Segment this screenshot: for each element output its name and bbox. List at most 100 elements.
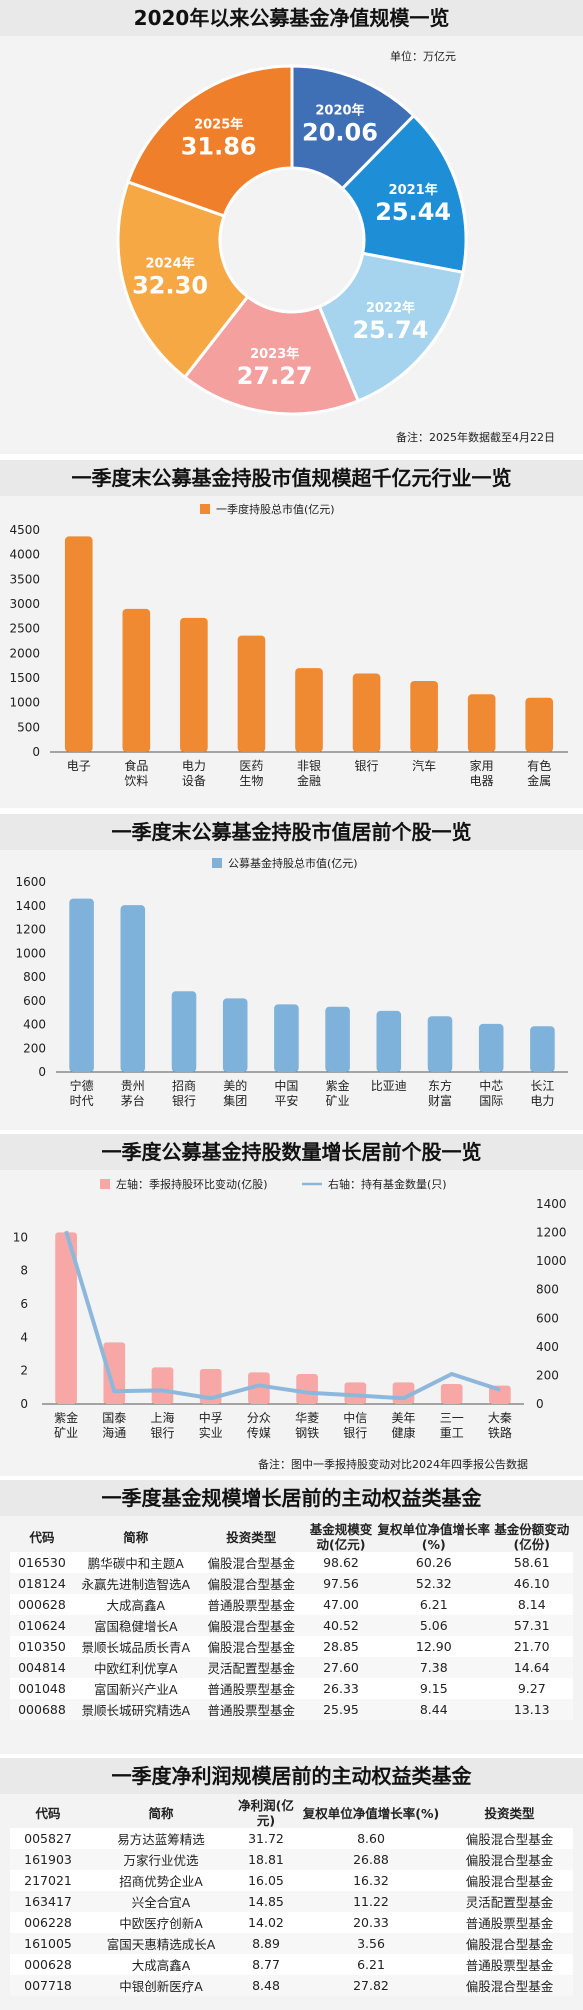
table-row: 006228 中欧医疗创新A 14.02 20.33 普通股票型基金 — [10, 1912, 573, 1933]
y-tick-label: 8 — [20, 1264, 28, 1278]
table-cell: 27.60 — [304, 1657, 378, 1678]
table-row: 217021 招商优势企业A 16.05 16.32 偏股混合型基金 — [10, 1870, 573, 1891]
table-row: 010350 景顺长城品质长青A 偏股混合型基金 28.85 12.90 21.70 — [10, 1636, 573, 1657]
table-cell: 中欧红利优享A — [73, 1657, 198, 1678]
table-cell: 52.32 — [377, 1573, 491, 1594]
x-tick-label: 上海 — [150, 1410, 174, 1425]
bar — [274, 1004, 299, 1072]
stock-title: 一季度末公募基金持股市值居前个股一览 — [0, 814, 583, 850]
slice-value: 27.27 — [237, 362, 313, 390]
bar — [410, 680, 438, 752]
table-cell: 005827 — [10, 1828, 86, 1849]
table-cell: 8.14 — [490, 1594, 573, 1615]
table-cell: 大成高鑫A — [73, 1594, 198, 1615]
table-cell: 富国新兴产业A — [73, 1678, 198, 1699]
table-cell: 偏股混合型基金 — [197, 1615, 305, 1636]
x-tick-label: 中国 — [274, 1078, 298, 1093]
table-cell: 14.64 — [490, 1657, 573, 1678]
x-tick-label: 国际 — [479, 1094, 503, 1108]
table-cell: 偏股混合型基金 — [446, 1933, 573, 1954]
x-tick-label: 矿业 — [54, 1426, 78, 1440]
legend-label: 左轴：季报持股环比变动(亿股) — [116, 1177, 268, 1191]
x-tick-label: 海通 — [102, 1425, 126, 1440]
x-tick-label: 美的 — [223, 1078, 247, 1093]
y2-tick-label: 0 — [536, 1397, 544, 1411]
legend-swatch — [100, 1179, 110, 1189]
bar — [248, 1372, 270, 1404]
profit-table-title: 一季度净利润规模居前的主动权益类基金 — [0, 1758, 583, 1794]
bar — [64, 536, 93, 752]
table-cell: 鹏华碳中和主题A — [73, 1552, 198, 1573]
slice-value: 31.86 — [181, 132, 257, 160]
table-cell: 001048 — [10, 1678, 74, 1699]
scale-table-panel: 代码 简称 投资类型 基金规模变动(亿元) 复权单位净值增长率(%) 基金份额变… — [0, 1516, 583, 1754]
bar — [376, 1010, 402, 1072]
y2-tick-label: 200 — [536, 1368, 559, 1382]
table-cell: 8.60 — [296, 1828, 446, 1849]
bar — [122, 608, 151, 752]
table-cell: 偏股混合型基金 — [446, 1870, 573, 1891]
table-cell: 万家行业优选 — [86, 1849, 236, 1870]
x-tick-label: 平安 — [274, 1093, 298, 1108]
table-cell: 8.77 — [236, 1954, 296, 1975]
table-cell: 富国天惠精选成长A — [86, 1933, 236, 1954]
table-cell: 010350 — [10, 1636, 74, 1657]
table-cell: 016530 — [10, 1552, 74, 1573]
table-cell: 006228 — [10, 1912, 86, 1933]
table-cell: 8.48 — [236, 1975, 296, 1996]
slice-category: 2020年 — [315, 102, 364, 118]
legend-label: 一季度持股总市值(亿元) — [216, 502, 335, 516]
donut-slice — [317, 251, 465, 403]
bar — [295, 668, 323, 752]
table-cell: 98.62 — [304, 1552, 378, 1573]
table-cell: 161903 — [10, 1849, 86, 1870]
x-tick-label: 铁路 — [488, 1425, 512, 1440]
table-cell: 偏股混合型基金 — [446, 1849, 573, 1870]
x-tick-label: 健康 — [391, 1425, 415, 1440]
table-cell: 普通股票型基金 — [446, 1954, 573, 1975]
table-cell: 12.90 — [377, 1636, 491, 1657]
y2-tick-label: 1000 — [536, 1254, 567, 1268]
x-tick-label: 紫金 — [54, 1410, 78, 1425]
legend-swatch — [212, 858, 222, 868]
table-cell: 5.06 — [377, 1615, 491, 1636]
y-tick-label: 600 — [23, 994, 46, 1008]
x-tick-label: 华菱 — [295, 1411, 319, 1425]
table-cell: 97.56 — [304, 1573, 378, 1594]
y-tick-label: 200 — [23, 1041, 46, 1055]
x-tick-label: 东方 — [428, 1078, 452, 1093]
bar — [530, 1026, 555, 1072]
scale-table-title: 一季度基金规模增长居前的主动权益类基金 — [0, 1480, 583, 1516]
donut-note: 备注：2025年数据截至4月22日 — [396, 431, 555, 444]
bar — [325, 1006, 350, 1072]
table-cell: 018124 — [10, 1573, 74, 1594]
donut-slice — [340, 113, 468, 275]
x-tick-label: 分众 — [247, 1411, 271, 1425]
y2-tick-label: 800 — [536, 1283, 559, 1297]
col-header: 基金规模变动(亿元) — [309, 1522, 373, 1552]
x-tick-label: 宁德 — [70, 1078, 94, 1093]
table-cell: 招商优势企业A — [86, 1870, 236, 1891]
table-cell: 6.21 — [296, 1954, 446, 1975]
bar — [427, 1016, 453, 1072]
table-cell: 60.26 — [377, 1552, 491, 1573]
y-tick-label: 1200 — [15, 923, 46, 937]
donut-title: 2020年以来公募基金净值规模一览 — [0, 0, 583, 36]
bar — [180, 617, 208, 752]
col-header: 简称 — [148, 1805, 174, 1821]
x-tick-label: 茅台 — [121, 1093, 145, 1108]
y-tick-label: 0 — [32, 745, 40, 759]
table-cell: 灵活配置型基金 — [446, 1891, 573, 1912]
table-row: 161903 万家行业优选 18.81 26.88 偏股混合型基金 — [10, 1849, 573, 1870]
x-tick-label: 集团 — [223, 1093, 247, 1108]
y-tick-label: 500 — [17, 720, 40, 734]
y-tick-label: 1000 — [9, 696, 40, 710]
legend-label: 公募基金持股总市值(亿元) — [228, 856, 358, 870]
bar — [344, 1382, 367, 1404]
donut-unit: 单位：万亿元 — [390, 50, 456, 63]
table-row: 161005 富国天惠精选成长A 8.89 3.56 偏股混合型基金 — [10, 1933, 573, 1954]
bar — [55, 1232, 77, 1404]
fund-count-line — [64, 1230, 501, 1401]
table-cell: 13.13 — [490, 1699, 573, 1720]
bar — [151, 1367, 174, 1404]
